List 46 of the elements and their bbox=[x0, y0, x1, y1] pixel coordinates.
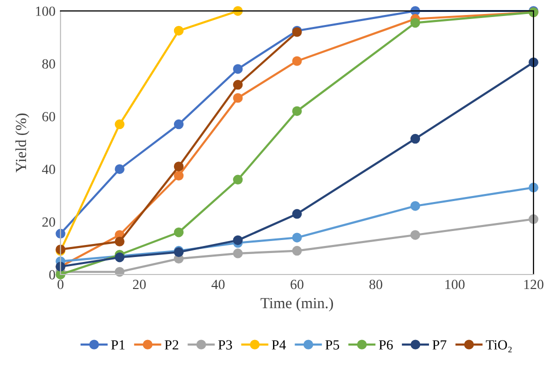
y-tick-label: 0 bbox=[49, 270, 56, 280]
point bbox=[174, 170, 184, 181]
legend-label: P5 bbox=[325, 340, 340, 350]
point bbox=[174, 26, 184, 36]
x-tick-label: 40 bbox=[211, 280, 225, 290]
point bbox=[114, 119, 124, 130]
point bbox=[233, 235, 243, 246]
point bbox=[233, 93, 243, 103]
point bbox=[114, 236, 124, 246]
point bbox=[292, 246, 302, 256]
point bbox=[174, 162, 184, 172]
x-tick-label: 80 bbox=[369, 280, 382, 290]
point bbox=[410, 230, 420, 240]
point bbox=[174, 227, 184, 238]
legend-label: P4 bbox=[272, 340, 286, 350]
x-tick-label: 100 bbox=[445, 280, 465, 290]
point bbox=[114, 164, 124, 174]
legend-label: P6 bbox=[378, 340, 393, 350]
x-tick-label: 0 bbox=[58, 280, 64, 290]
point bbox=[233, 80, 243, 90]
x-axis-title: Time (min.) bbox=[260, 298, 333, 312]
point bbox=[292, 56, 302, 66]
y-tick-label: 20 bbox=[42, 217, 56, 227]
point bbox=[174, 119, 184, 130]
y-tick-label: 100 bbox=[36, 6, 56, 16]
legend-label: P3 bbox=[218, 340, 232, 350]
point bbox=[292, 232, 302, 242]
point bbox=[233, 64, 243, 74]
x-tick-label: 120 bbox=[524, 280, 544, 290]
legend-label: TiO₂ bbox=[486, 340, 512, 352]
x-tick-label: 20 bbox=[133, 280, 146, 290]
legend-label: P2 bbox=[164, 340, 178, 350]
point bbox=[410, 134, 420, 144]
point bbox=[410, 18, 420, 28]
point bbox=[410, 201, 420, 211]
legend-label: P7 bbox=[432, 340, 446, 350]
point bbox=[233, 248, 243, 258]
point bbox=[292, 106, 302, 116]
point bbox=[233, 174, 243, 184]
y-tick-label: 80 bbox=[42, 59, 56, 69]
x-tick-label: 60 bbox=[290, 280, 304, 290]
point bbox=[292, 209, 302, 219]
legend-label: P1 bbox=[111, 340, 125, 350]
y-tick-label: 60 bbox=[42, 112, 56, 122]
y-tick-label: 40 bbox=[42, 164, 56, 174]
y-axis-title: Yield (%) bbox=[15, 114, 30, 172]
